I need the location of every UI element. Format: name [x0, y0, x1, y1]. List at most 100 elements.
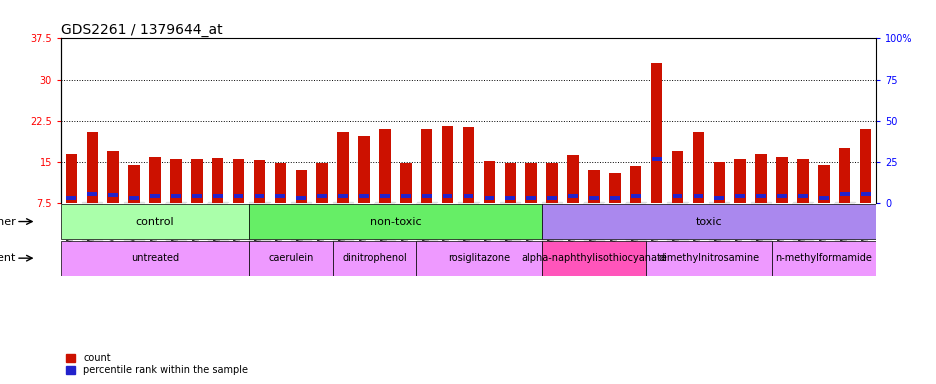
Bar	[232, 159, 244, 203]
Bar	[520, 203, 541, 240]
Bar	[86, 132, 98, 203]
Bar	[588, 170, 599, 203]
Bar	[312, 203, 332, 240]
Bar	[401, 194, 410, 198]
Bar	[416, 203, 437, 240]
Bar	[651, 63, 662, 203]
Bar	[166, 203, 186, 240]
Bar	[604, 203, 624, 240]
Bar	[395, 203, 416, 240]
Bar	[526, 196, 535, 200]
Bar	[693, 194, 703, 198]
Bar	[437, 203, 458, 240]
Bar	[191, 159, 202, 203]
Bar	[583, 203, 604, 240]
Bar	[332, 203, 353, 240]
Text: control: control	[136, 217, 174, 227]
Bar	[337, 132, 348, 203]
Bar	[108, 151, 119, 203]
Bar	[817, 165, 828, 203]
Bar	[379, 129, 390, 203]
Bar	[483, 161, 494, 203]
Bar	[541, 241, 646, 276]
Bar	[316, 163, 328, 203]
Text: dimethylnitrosamine: dimethylnitrosamine	[658, 253, 759, 263]
Bar	[860, 192, 870, 196]
Bar	[170, 159, 182, 203]
Bar	[61, 204, 249, 239]
Bar	[755, 194, 766, 198]
Bar	[295, 170, 307, 203]
Bar	[713, 196, 724, 200]
Bar	[505, 196, 515, 200]
Bar	[150, 194, 160, 198]
Bar	[66, 154, 77, 203]
Bar	[562, 203, 583, 240]
Bar	[458, 203, 478, 240]
Bar	[442, 194, 452, 198]
Bar	[353, 203, 374, 240]
Bar	[499, 203, 520, 240]
Bar	[233, 194, 243, 198]
Bar	[61, 241, 249, 276]
Bar	[629, 166, 641, 203]
Bar	[812, 203, 833, 240]
Bar	[671, 151, 682, 203]
Bar	[270, 203, 290, 240]
Bar	[750, 203, 770, 240]
Bar	[462, 127, 474, 203]
Bar	[608, 173, 620, 203]
Bar	[380, 194, 389, 198]
Bar	[609, 196, 619, 200]
Bar	[478, 203, 499, 240]
Bar	[254, 161, 265, 203]
Text: n-methylformamide: n-methylformamide	[775, 253, 871, 263]
Bar	[128, 165, 139, 203]
Text: GDS2261 / 1379644_at: GDS2261 / 1379644_at	[61, 23, 222, 37]
Bar	[416, 241, 541, 276]
Bar	[775, 157, 787, 203]
Bar	[212, 157, 223, 203]
Text: caerulein: caerulein	[268, 253, 314, 263]
Text: dinitrophenol: dinitrophenol	[342, 253, 406, 263]
Bar	[338, 194, 347, 198]
Bar	[144, 203, 166, 240]
Bar	[274, 163, 285, 203]
Bar	[566, 156, 578, 203]
Bar	[729, 203, 750, 240]
Bar	[129, 196, 139, 200]
Bar	[630, 194, 640, 198]
Bar	[249, 204, 541, 239]
Bar	[275, 194, 285, 198]
Bar	[442, 126, 453, 203]
Bar	[692, 132, 704, 203]
Bar	[186, 203, 207, 240]
Bar	[504, 163, 516, 203]
Bar	[589, 196, 598, 200]
Bar	[207, 203, 227, 240]
Bar	[109, 193, 118, 197]
Bar	[776, 194, 786, 198]
Bar	[770, 241, 875, 276]
Bar	[249, 203, 270, 240]
Bar	[646, 241, 770, 276]
Bar	[358, 136, 370, 203]
Bar	[734, 159, 745, 203]
Bar	[525, 163, 536, 203]
Bar	[61, 203, 81, 240]
Bar	[754, 154, 766, 203]
Bar	[855, 203, 875, 240]
Bar	[249, 241, 332, 276]
Bar	[212, 194, 223, 198]
Bar	[666, 203, 687, 240]
Text: toxic: toxic	[695, 217, 722, 227]
Bar	[541, 203, 562, 240]
Bar	[838, 148, 850, 203]
Bar	[149, 157, 161, 203]
Bar	[463, 194, 473, 198]
Bar	[192, 194, 201, 198]
Text: non-toxic: non-toxic	[369, 217, 420, 227]
Bar	[672, 194, 681, 198]
Bar	[227, 203, 249, 240]
Text: agent: agent	[0, 253, 16, 263]
